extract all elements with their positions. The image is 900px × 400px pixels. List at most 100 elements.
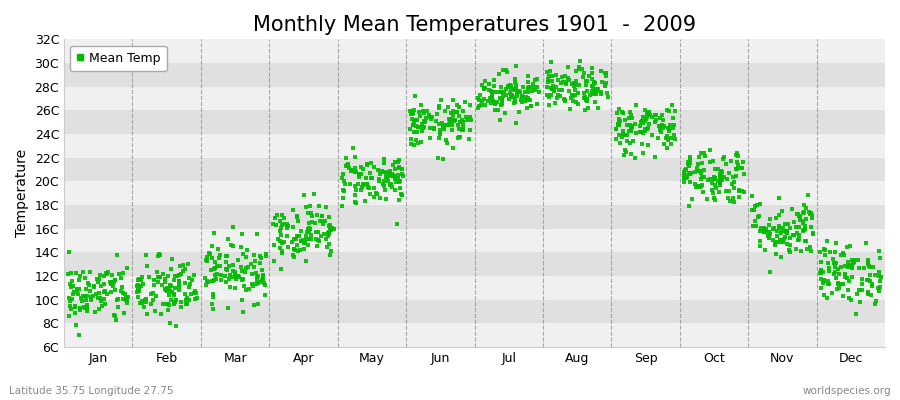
Point — [158, 286, 172, 292]
Point — [860, 261, 875, 268]
Point — [828, 269, 842, 275]
Point — [383, 173, 398, 180]
Point — [201, 279, 215, 285]
Point — [276, 221, 291, 227]
Point — [160, 301, 175, 307]
Point — [634, 118, 648, 125]
Point — [780, 230, 795, 236]
Point — [488, 106, 502, 113]
Point — [652, 123, 667, 130]
Point — [286, 235, 301, 242]
Point — [286, 224, 301, 231]
Point — [388, 174, 402, 180]
Point — [62, 303, 77, 310]
Point — [635, 114, 650, 120]
Point — [504, 86, 518, 92]
Point — [322, 223, 337, 229]
Point — [715, 177, 729, 183]
Point — [628, 154, 643, 161]
Point — [694, 176, 708, 182]
Point — [660, 145, 674, 151]
Point — [163, 282, 177, 288]
Point — [473, 102, 488, 108]
Point — [345, 167, 359, 173]
Point — [162, 292, 176, 299]
Point — [520, 97, 535, 103]
Point — [569, 99, 583, 105]
Point — [682, 178, 697, 185]
Point — [406, 110, 420, 116]
Point — [474, 97, 489, 104]
Point — [838, 263, 852, 270]
Point — [270, 212, 284, 218]
Point — [551, 77, 565, 84]
Point — [94, 298, 108, 305]
Point — [801, 209, 815, 216]
Point — [415, 124, 429, 131]
Point — [150, 278, 165, 285]
Point — [587, 79, 601, 86]
Point — [94, 302, 109, 309]
Point — [66, 282, 80, 289]
Point — [249, 277, 264, 283]
Point — [391, 221, 405, 228]
Point — [424, 116, 438, 123]
Point — [635, 120, 650, 127]
Point — [81, 279, 95, 286]
Point — [339, 163, 354, 169]
Point — [641, 109, 655, 116]
Point — [430, 155, 445, 162]
Point — [776, 224, 790, 231]
Point — [552, 87, 566, 93]
Point — [699, 196, 714, 202]
Point — [514, 97, 528, 103]
Point — [806, 230, 820, 237]
Point — [410, 117, 425, 123]
Point — [238, 265, 253, 272]
Point — [385, 170, 400, 177]
Point — [320, 204, 334, 210]
Point — [248, 270, 263, 276]
Point — [778, 228, 793, 234]
Point — [717, 154, 732, 161]
Point — [186, 271, 201, 278]
Point — [594, 89, 608, 95]
Point — [785, 206, 799, 212]
Point — [639, 116, 653, 123]
Point — [783, 249, 797, 256]
Point — [814, 266, 828, 273]
Point — [297, 246, 311, 252]
Point — [361, 184, 375, 190]
Point — [256, 280, 271, 286]
Point — [508, 76, 522, 82]
Point — [376, 169, 391, 175]
Point — [623, 108, 637, 115]
Point — [436, 122, 451, 128]
Point — [392, 178, 407, 184]
Point — [163, 288, 177, 294]
Point — [322, 214, 337, 220]
Point — [493, 84, 508, 90]
Point — [155, 282, 169, 288]
Point — [421, 112, 436, 119]
Point — [861, 262, 876, 269]
Point — [545, 86, 560, 92]
Point — [367, 164, 382, 170]
Point — [864, 292, 878, 298]
Point — [624, 123, 638, 129]
Point — [219, 252, 233, 259]
Point — [588, 80, 602, 86]
Point — [705, 186, 719, 193]
Point — [554, 80, 569, 86]
Point — [757, 225, 771, 232]
Point — [362, 185, 376, 191]
Point — [253, 253, 267, 259]
Bar — [64, 39, 885, 63]
Point — [508, 84, 523, 91]
Point — [292, 248, 306, 254]
Point — [335, 175, 349, 181]
Point — [100, 271, 114, 278]
Point — [91, 294, 105, 301]
Point — [68, 304, 82, 310]
Point — [569, 82, 583, 88]
